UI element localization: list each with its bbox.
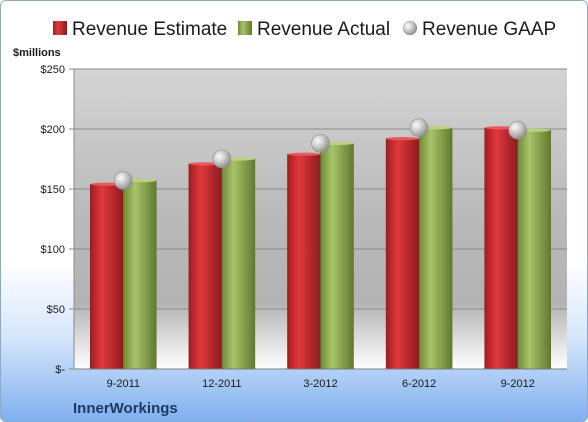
legend-swatch-gaap	[402, 20, 418, 36]
legend-swatch-estimate	[53, 21, 67, 35]
bar-revenue-actual	[517, 129, 551, 370]
x-tick-label: 12-2011	[202, 378, 242, 390]
gaap-markers	[114, 118, 528, 190]
bar-revenue-estimate	[90, 183, 124, 370]
legend-swatch-actual	[238, 21, 252, 35]
y-axis-ticks: $- $50 $100 $150 $200 $250	[41, 64, 75, 376]
marker-revenue-gaap	[114, 171, 133, 190]
legend-label-gaap: Revenue GAAP	[422, 19, 556, 40]
legend: Revenue Estimate Revenue Actual Revenue …	[53, 19, 556, 40]
bar-revenue-actual	[418, 127, 453, 370]
y-tick-label: $150	[41, 184, 65, 196]
x-tick-label: 6-2012	[402, 378, 436, 390]
bar-revenue-estimate	[385, 138, 420, 370]
y-tick-label: $100	[41, 244, 65, 256]
y-tick-label: $200	[41, 124, 65, 136]
bar-revenue-estimate	[287, 153, 321, 370]
bar-revenue-estimate	[188, 163, 223, 370]
legend-label-actual: Revenue Actual	[257, 19, 390, 40]
bar-revenue-actual	[221, 158, 256, 370]
bars	[90, 126, 551, 370]
y-tick-label: $-	[55, 364, 65, 376]
marker-revenue-gaap	[508, 120, 528, 140]
legend-label-estimate: Revenue Estimate	[72, 19, 227, 40]
marker-revenue-gaap	[212, 149, 232, 169]
y-tick-label: $250	[41, 64, 65, 76]
bar-revenue-estimate	[484, 127, 518, 370]
bar-top-estimate	[287, 152, 321, 156]
x-tick-label: 3-2012	[303, 378, 337, 390]
marker-revenue-gaap	[409, 118, 429, 138]
bar-revenue-actual	[123, 180, 157, 370]
x-tick-label: 9-2011	[107, 378, 140, 390]
x-axis-ticks: 9-2011 12-2011 3-2012 6-2012 9-2012	[74, 368, 567, 390]
bar-top-estimate	[386, 137, 420, 141]
company-name: InnerWorkings	[73, 400, 178, 417]
y-unit-label: $millions	[13, 47, 61, 59]
y-tick-label: $50	[47, 304, 65, 316]
x-tick-label: 9-2012	[501, 378, 535, 390]
marker-revenue-gaap	[311, 134, 330, 153]
bar-revenue-actual	[320, 143, 354, 370]
